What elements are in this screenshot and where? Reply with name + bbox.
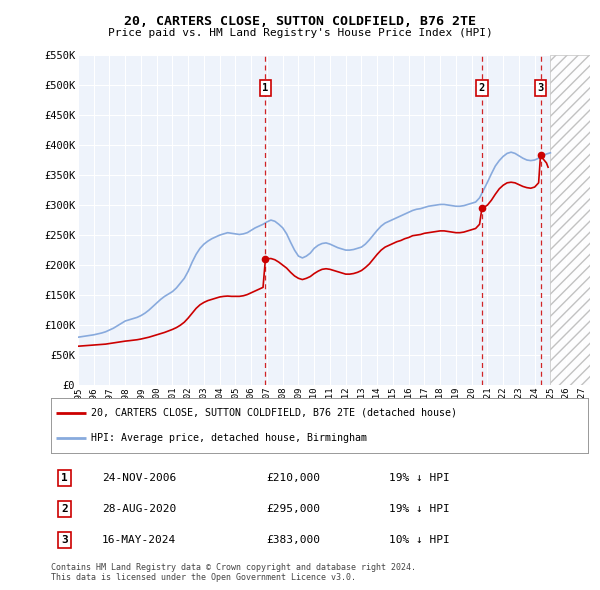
Text: 28-AUG-2020: 28-AUG-2020: [102, 504, 176, 514]
Text: 2: 2: [61, 504, 68, 514]
Text: Price paid vs. HM Land Registry's House Price Index (HPI): Price paid vs. HM Land Registry's House …: [107, 28, 493, 38]
Text: 3: 3: [538, 83, 544, 93]
Text: 1: 1: [61, 473, 68, 483]
Text: HPI: Average price, detached house, Birmingham: HPI: Average price, detached house, Birm…: [91, 433, 367, 443]
Text: 3: 3: [61, 535, 68, 545]
Text: 20, CARTERS CLOSE, SUTTON COLDFIELD, B76 2TE: 20, CARTERS CLOSE, SUTTON COLDFIELD, B76…: [124, 15, 476, 28]
Text: Contains HM Land Registry data © Crown copyright and database right 2024.
This d: Contains HM Land Registry data © Crown c…: [51, 563, 416, 582]
Text: £383,000: £383,000: [266, 535, 320, 545]
Text: 24-NOV-2006: 24-NOV-2006: [102, 473, 176, 483]
Text: £295,000: £295,000: [266, 504, 320, 514]
Text: 2: 2: [479, 83, 485, 93]
Text: 10% ↓ HPI: 10% ↓ HPI: [389, 535, 450, 545]
Text: 19% ↓ HPI: 19% ↓ HPI: [389, 473, 450, 483]
Bar: [550, 55, 590, 385]
Text: 16-MAY-2024: 16-MAY-2024: [102, 535, 176, 545]
Text: £210,000: £210,000: [266, 473, 320, 483]
Text: 20, CARTERS CLOSE, SUTTON COLDFIELD, B76 2TE (detached house): 20, CARTERS CLOSE, SUTTON COLDFIELD, B76…: [91, 408, 457, 418]
Text: 1: 1: [262, 83, 269, 93]
Text: 19% ↓ HPI: 19% ↓ HPI: [389, 504, 450, 514]
